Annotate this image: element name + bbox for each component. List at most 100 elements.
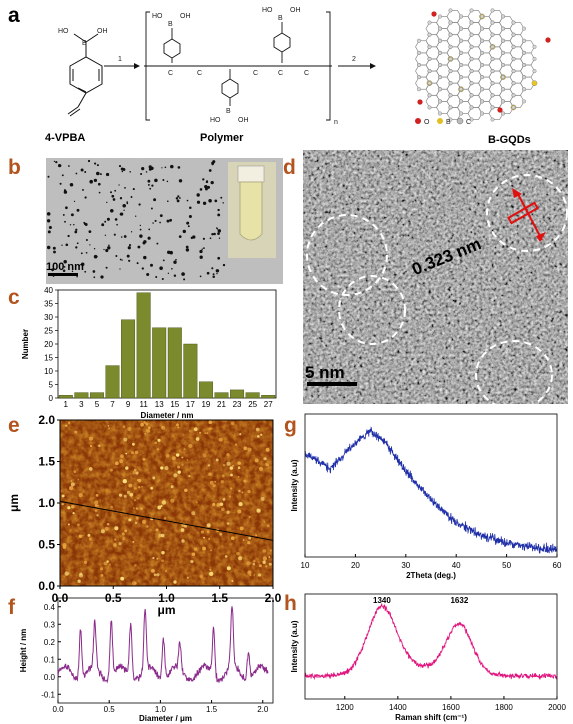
y-tick-label: 30 bbox=[44, 313, 53, 322]
nanoparticle bbox=[69, 182, 74, 187]
histogram-bar bbox=[152, 327, 167, 399]
nanoparticle bbox=[182, 229, 186, 234]
nanoparticle bbox=[216, 227, 218, 229]
carbon-atom bbox=[417, 87, 422, 92]
nanoparticle bbox=[217, 229, 222, 233]
y-tick-label: 35 bbox=[44, 300, 53, 309]
carbon-atom bbox=[469, 32, 474, 37]
carbon-atom bbox=[522, 75, 527, 80]
nanoparticle bbox=[202, 201, 207, 205]
nanoparticle bbox=[122, 204, 126, 208]
nanoparticle bbox=[105, 248, 109, 253]
nanoparticle bbox=[139, 224, 141, 227]
afm-particle bbox=[120, 454, 124, 458]
afm-particle bbox=[94, 509, 98, 512]
afm-particle bbox=[133, 468, 137, 472]
afm-particle bbox=[237, 461, 241, 465]
y-tick-label: 0.0 bbox=[44, 673, 56, 682]
carbon-atom bbox=[511, 20, 516, 25]
nanoparticle bbox=[103, 248, 105, 251]
nanoparticle bbox=[204, 185, 208, 189]
carbon-atom bbox=[490, 81, 495, 86]
afm-particle bbox=[128, 483, 133, 488]
carbon-atom bbox=[522, 87, 527, 92]
histogram-frame bbox=[57, 289, 277, 399]
nanoparticle bbox=[183, 278, 186, 281]
nanoparticle bbox=[185, 245, 189, 249]
particle-outline-4 bbox=[475, 340, 553, 410]
nanoparticle bbox=[166, 219, 170, 223]
afm-particle bbox=[188, 475, 191, 478]
carbon-atom bbox=[427, 20, 432, 25]
afm-particle bbox=[226, 452, 230, 457]
afm-particle bbox=[96, 514, 99, 517]
afm-particle bbox=[157, 505, 162, 510]
carbon-atom bbox=[480, 75, 485, 80]
afm-particle bbox=[248, 515, 251, 519]
afm-particle bbox=[175, 423, 180, 427]
nanoparticle bbox=[150, 207, 153, 210]
afm-particle bbox=[268, 562, 272, 566]
afm-particle bbox=[222, 497, 226, 501]
raman-frame bbox=[304, 593, 558, 700]
afm-particle bbox=[133, 507, 135, 509]
afm-particle bbox=[67, 506, 71, 510]
carbon-atom bbox=[459, 75, 464, 80]
afm-particle bbox=[73, 470, 77, 474]
carbon-atom bbox=[511, 105, 516, 110]
afm-particle bbox=[129, 492, 134, 497]
afm-particle bbox=[104, 526, 109, 531]
nanoparticle bbox=[89, 179, 93, 184]
nanoparticle bbox=[143, 255, 147, 260]
carbon-atom bbox=[448, 20, 453, 25]
x-tick-label: 2.0 bbox=[257, 705, 269, 714]
afm-particle bbox=[145, 422, 149, 426]
afm-particle bbox=[130, 451, 135, 455]
height-profile-line bbox=[57, 606, 269, 684]
afm-particle bbox=[146, 525, 149, 528]
carbon-atom bbox=[469, 69, 474, 74]
afm-particle bbox=[254, 458, 259, 463]
afm-particle bbox=[138, 486, 141, 489]
afm-particle bbox=[173, 580, 177, 584]
nanoparticle bbox=[110, 209, 114, 213]
nanoparticle bbox=[71, 270, 74, 273]
y-tick-label: 0.5 bbox=[38, 538, 55, 552]
nanoparticle bbox=[199, 188, 203, 191]
nanoparticle bbox=[215, 269, 220, 273]
afm-particle bbox=[98, 444, 101, 447]
afm-particle bbox=[219, 502, 224, 506]
carbon-atom bbox=[459, 111, 464, 116]
nanoparticle bbox=[199, 249, 203, 254]
nanoparticle bbox=[100, 275, 104, 279]
nanoparticle bbox=[188, 214, 192, 219]
carbon-atom bbox=[480, 50, 485, 55]
afm-particle bbox=[122, 479, 127, 484]
x-tick-label: 30 bbox=[401, 561, 410, 570]
afm-particle bbox=[218, 437, 223, 442]
nanoparticle bbox=[161, 167, 163, 169]
afm-particle bbox=[256, 508, 261, 513]
x-tick-label: 13 bbox=[155, 400, 164, 409]
particle-outline-2 bbox=[338, 275, 406, 345]
afm-particle bbox=[177, 465, 181, 469]
afm-particle bbox=[64, 571, 69, 576]
nanoparticle bbox=[199, 255, 203, 259]
carbon-atom bbox=[490, 93, 495, 98]
nanoparticle bbox=[92, 270, 96, 273]
afm-particle bbox=[141, 519, 147, 525]
carbon-atom bbox=[501, 26, 506, 31]
histogram-bar bbox=[121, 319, 136, 399]
afm-particle bbox=[173, 473, 178, 478]
afm-particle bbox=[123, 437, 128, 442]
profile-frame bbox=[57, 597, 274, 704]
nanoparticle bbox=[179, 197, 181, 199]
y-axis-label: Intensity (a.u) bbox=[290, 620, 299, 672]
height-profile-chart: 0.0 0.5 1.0 1.5 2.0 -0.1 0.0 0.1 0.2 0.3 0.4 Diamet… bbox=[19, 597, 274, 723]
nanoparticle bbox=[167, 272, 170, 274]
histogram-bar bbox=[245, 392, 260, 399]
nanoparticle-dots bbox=[46, 159, 226, 281]
carbon-atom bbox=[511, 81, 516, 86]
carbon-atom bbox=[501, 14, 506, 19]
afm-particle bbox=[152, 556, 155, 560]
